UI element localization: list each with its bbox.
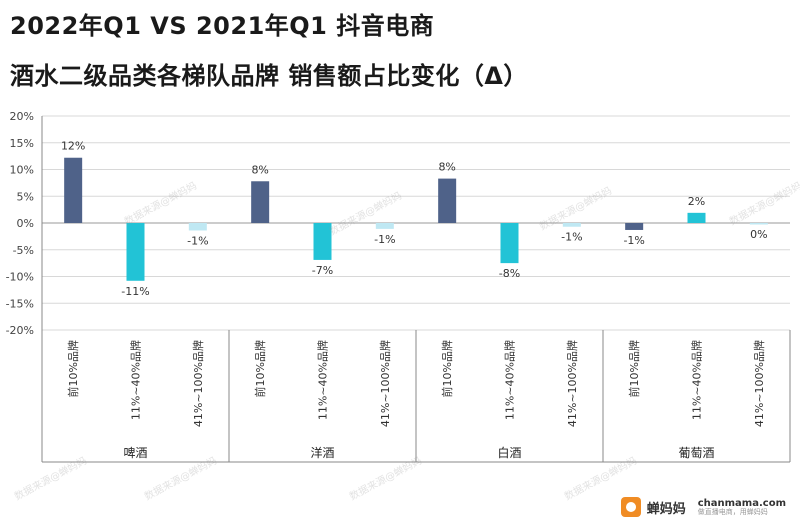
y-tick-label: -15%	[6, 297, 34, 310]
data-label: -8%	[499, 267, 520, 280]
x-tick-label: 前10%品牌	[440, 340, 454, 397]
x-tick-label: 前10%品牌	[66, 340, 80, 397]
data-label: 12%	[61, 140, 85, 153]
bar	[687, 212, 706, 223]
cicada-logo-icon	[620, 497, 641, 517]
bar	[562, 223, 581, 227]
data-label: -1%	[623, 234, 644, 247]
x-tick-label: 11%~40%品牌	[503, 340, 517, 420]
group-label: 葡萄酒	[678, 446, 714, 460]
x-tick-label: 41%~100%品牌	[565, 340, 579, 427]
y-tick-label: -20%	[6, 324, 34, 337]
y-tick-label: 10%	[10, 164, 34, 177]
data-label: -11%	[121, 285, 149, 298]
data-label: -1%	[561, 231, 582, 244]
chart-title-line1: 2022年Q1 VS 2021年Q1 抖音电商	[10, 12, 435, 40]
bar	[500, 223, 519, 264]
data-label: 8%	[251, 163, 268, 176]
brand-logo: 蝉妈妈 chanmama.com 做直播电商，用蝉妈妈	[620, 497, 786, 517]
x-tick-label: 前10%品牌	[627, 340, 641, 397]
data-label: 2%	[688, 195, 705, 208]
data-label: 8%	[438, 161, 455, 174]
bar	[251, 181, 270, 223]
x-tick-label: 前10%品牌	[253, 340, 267, 397]
bar	[625, 223, 644, 230]
data-label: 0%	[750, 228, 767, 241]
data-label: -1%	[187, 234, 208, 247]
y-tick-label: 15%	[10, 137, 34, 150]
y-tick-label: 0%	[17, 217, 34, 230]
brand-name: 蝉妈妈	[646, 501, 686, 517]
x-tick-label: 11%~40%品牌	[316, 340, 330, 420]
data-label: -7%	[312, 264, 333, 277]
bar	[188, 223, 207, 231]
group-label: 白酒	[497, 445, 521, 460]
x-tick-label: 11%~40%品牌	[129, 340, 143, 420]
bar	[749, 223, 768, 225]
bar	[126, 223, 145, 281]
y-tick-label: 5%	[17, 190, 34, 203]
bar	[438, 178, 457, 223]
bar	[313, 223, 332, 260]
y-tick-label: -10%	[6, 271, 34, 284]
group-label: 洋酒	[310, 445, 334, 460]
x-tick-label: 41%~100%品牌	[191, 340, 205, 427]
x-tick-label: 41%~100%品牌	[752, 340, 766, 427]
brand-domain: chanmama.com	[697, 497, 786, 509]
brand-slogan: 做直播电商，用蝉妈妈	[697, 507, 768, 516]
bar	[375, 223, 394, 229]
brand-domain-block: chanmama.com 做直播电商，用蝉妈妈	[698, 498, 786, 517]
x-tick-label: 41%~100%品牌	[378, 340, 392, 427]
y-tick-label: 20%	[10, 110, 34, 123]
y-tick-label: -5%	[13, 244, 34, 257]
x-tick-label: 11%~40%品牌	[690, 340, 704, 420]
data-label: -1%	[374, 233, 395, 246]
chart-title-line2: 酒水二级品类各梯队品牌 销售额占比变化（Δ）	[10, 62, 528, 90]
group-label: 啤酒	[123, 445, 147, 460]
bar	[64, 157, 83, 223]
